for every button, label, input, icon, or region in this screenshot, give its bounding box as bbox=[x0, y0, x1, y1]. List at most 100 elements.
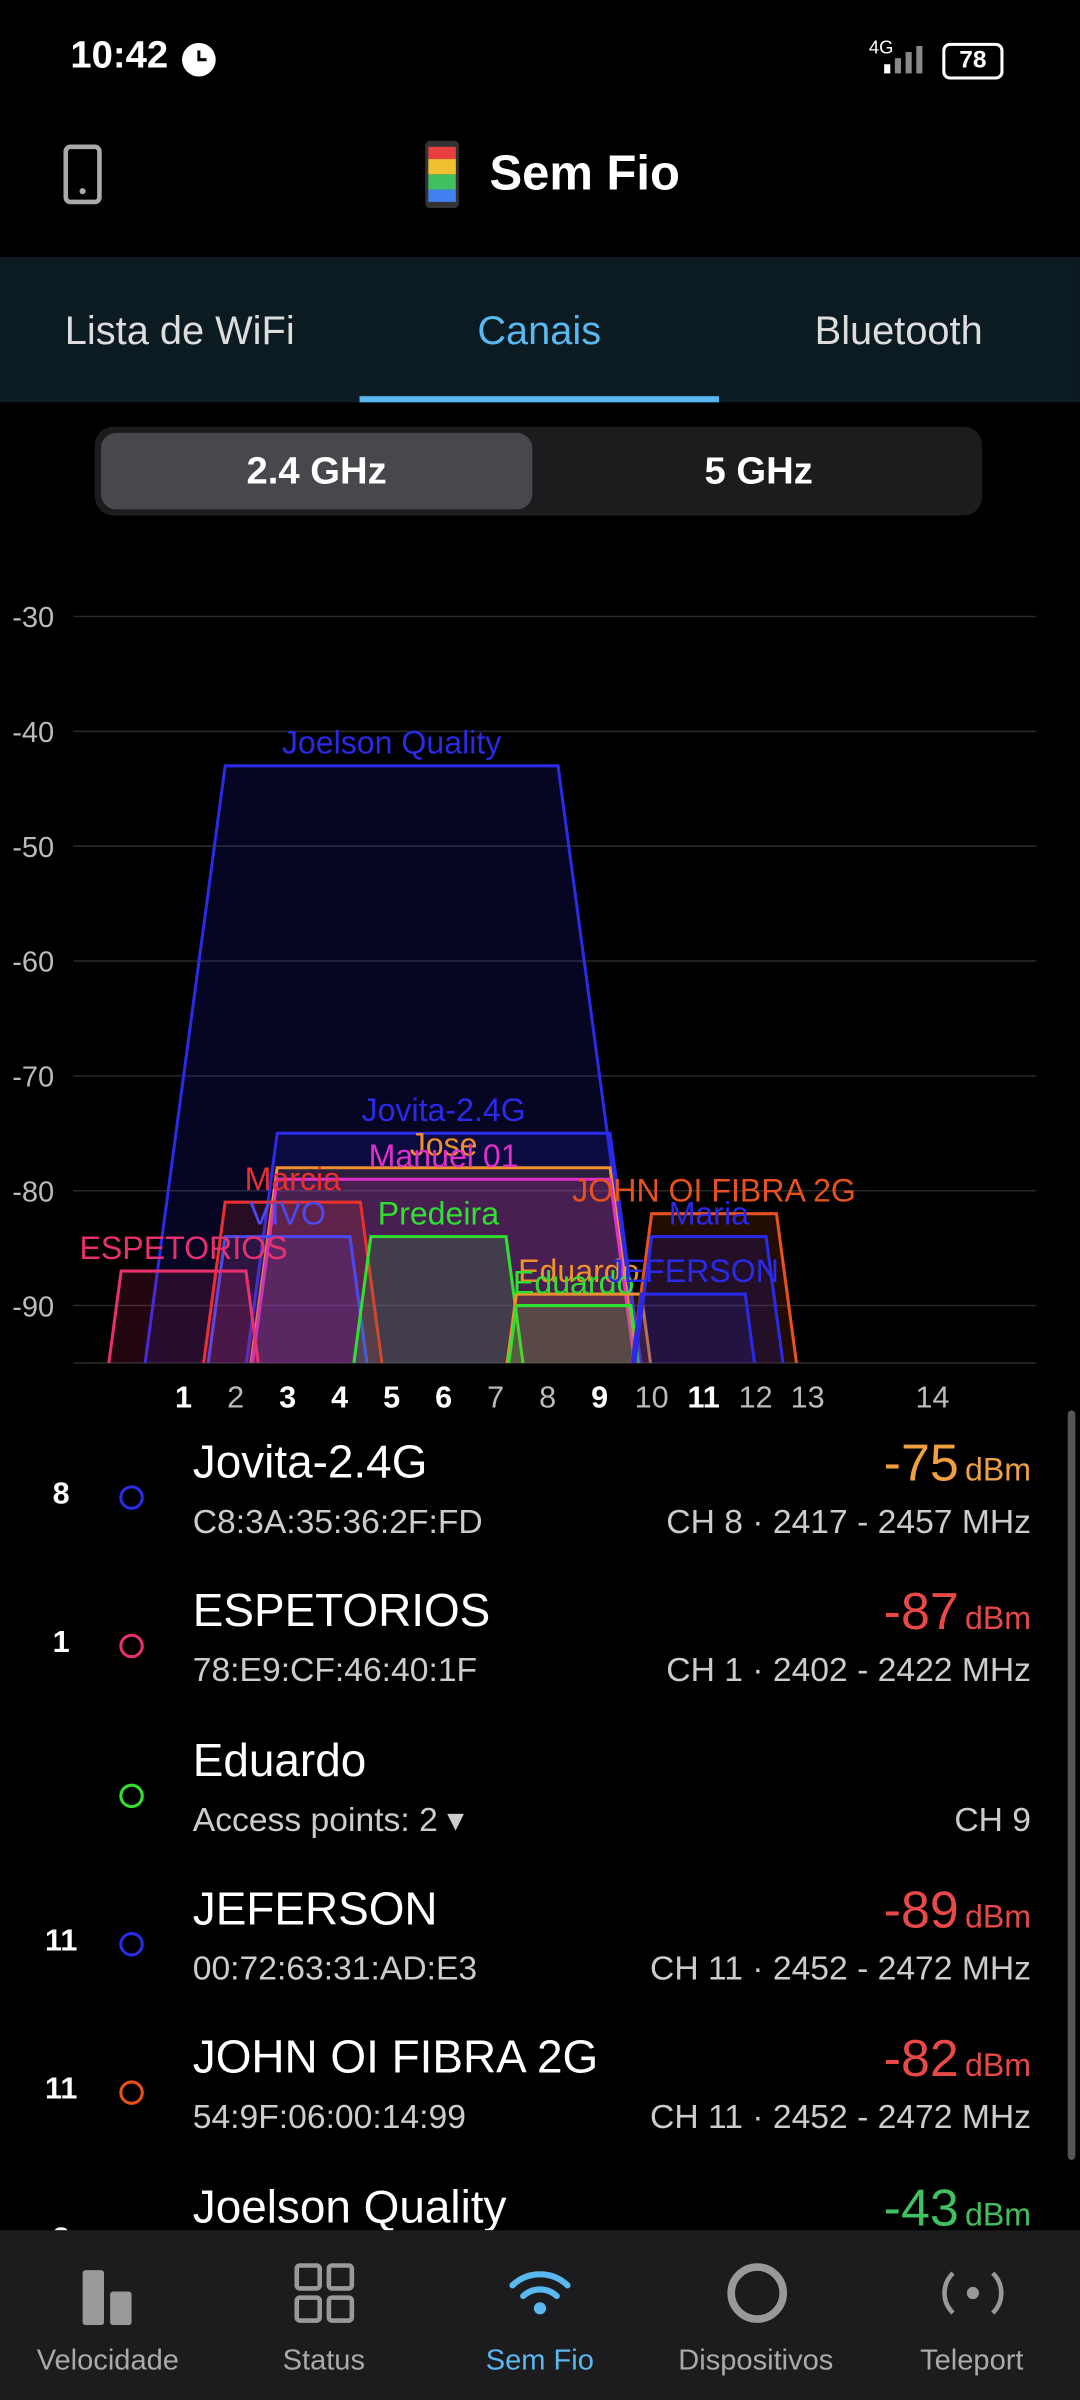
network-row[interactable]: 11 JEFERSON 00:72:63:31:AD:E3 -89 dBm CH 11 ·… bbox=[0, 1881, 1080, 2029]
network-name: Eduardo bbox=[192, 1735, 367, 1787]
tab-active[interactable]: Canais bbox=[477, 306, 602, 353]
clock-icon bbox=[182, 42, 216, 77]
network-list: 8 Jovita-2.4G C8:3A:35:36:2F:FD -75 dBm CH 8 … bbox=[0, 1410, 1080, 2231]
color-dot bbox=[119, 1783, 144, 1808]
band-option-active[interactable]: 2.4 GHz bbox=[100, 432, 533, 510]
signal: -87 dBm bbox=[884, 1584, 1031, 1644]
network-row[interactable]: 8 Jovita-2.4G C8:3A:35:36:2F:FD -75 dBm CH 8 … bbox=[0, 1435, 1080, 1583]
nav-item[interactable]: Velocidade bbox=[0, 2230, 216, 2400]
network-name: JOHN OI FIBRA 2G bbox=[192, 2033, 599, 2084]
band-option[interactable]: 5 GHz bbox=[704, 448, 813, 492]
signal-value: -82 bbox=[883, 2030, 959, 2089]
network-area bbox=[202, 1200, 384, 1364]
network-label: VIVO bbox=[249, 1195, 326, 1231]
signal-value: -87 bbox=[883, 1583, 959, 1642]
nav-item[interactable]: Teleport bbox=[864, 2230, 1080, 2400]
network-row[interactable]: 1 ESPETORIOS 78:E9:CF:46:40:1F -87 dBm CH 1 ·… bbox=[0, 1584, 1080, 1732]
signal-unit: dBm bbox=[964, 1899, 1032, 1935]
network-label: JEFERSON bbox=[608, 1253, 779, 1289]
color-dot bbox=[119, 1931, 144, 1957]
x-tick-label: 3 bbox=[279, 1380, 296, 1414]
network-row[interactable]: Eduardo Access points: 2 ▾ CH 9 bbox=[0, 1733, 1080, 1881]
tab-indicator bbox=[359, 396, 719, 403]
nav-icon bbox=[294, 2263, 355, 2323]
network-label: Maria bbox=[669, 1195, 749, 1231]
x-tick-label: 11 bbox=[687, 1380, 719, 1414]
network-area bbox=[630, 1212, 798, 1364]
channel: 3 bbox=[31, 2222, 92, 2230]
signal-unit: dBm bbox=[964, 2197, 1032, 2231]
y-tick-label: -80 bbox=[12, 1176, 54, 1208]
x-tick-label: 10 bbox=[635, 1380, 669, 1414]
network-label: Manuel 01 bbox=[369, 1138, 519, 1174]
network-area bbox=[251, 1177, 637, 1364]
network-name: Jovita-2.4G bbox=[192, 1437, 428, 1489]
signal-value: -43 bbox=[883, 2179, 959, 2231]
network-area bbox=[633, 1235, 785, 1364]
nav-label: Dispositivos bbox=[678, 2345, 834, 2378]
nav-item[interactable]: Sem Fio bbox=[432, 2230, 648, 2400]
nav-item[interactable]: Status bbox=[216, 2230, 432, 2400]
network-row[interactable]: 11 JOHN OI FIBRA 2G 54:9F:06:00:14:99 -82 dB… bbox=[0, 2030, 1080, 2178]
nav-label: Sem Fio bbox=[485, 2345, 594, 2378]
x-tick-label: 13 bbox=[791, 1380, 825, 1414]
x-tick-label: 12 bbox=[739, 1380, 773, 1414]
y-tick-label: -70 bbox=[12, 1062, 54, 1094]
channel: 11 bbox=[45, 1924, 78, 1958]
channel-band: CH 11 · 2452 - 2472 MHz bbox=[650, 2097, 1032, 2136]
color-dot bbox=[119, 2080, 144, 2106]
network-area bbox=[507, 1304, 641, 1364]
tab[interactable]: Lista de WiFi bbox=[64, 306, 295, 353]
y-tick-label: -30 bbox=[12, 602, 54, 634]
network-name: ESPETORIOS bbox=[192, 1586, 491, 1638]
channel: 11 bbox=[45, 2073, 78, 2107]
network-label: Jovita-2.4G bbox=[362, 1092, 526, 1128]
x-tick-label: 7 bbox=[487, 1380, 504, 1414]
tab-bar bbox=[0, 256, 1080, 403]
nav-icon bbox=[509, 2271, 572, 2315]
network-name: JEFERSON bbox=[192, 1884, 438, 1935]
nav-icon bbox=[82, 2270, 132, 2326]
channel-band: CH 1 · 2402 - 2422 MHz bbox=[666, 1651, 1032, 1690]
network-detail: Access points: 2 ▾ bbox=[192, 1799, 465, 1839]
network-label: ESPETORIOS bbox=[79, 1230, 287, 1266]
bottom-nav bbox=[0, 2230, 1080, 2400]
nav-icon bbox=[726, 2263, 787, 2323]
network-label: JOHN OI FIBRA 2G bbox=[572, 1172, 856, 1208]
network-label: Predeira bbox=[378, 1195, 500, 1231]
clock: 10:42 bbox=[70, 33, 169, 77]
nav-item[interactable]: Dispositivos bbox=[648, 2230, 864, 2400]
network-area bbox=[143, 764, 640, 1364]
signal-icon bbox=[884, 45, 923, 74]
network-area bbox=[630, 1292, 757, 1364]
app-logo bbox=[425, 140, 459, 209]
device-icon[interactable] bbox=[61, 144, 107, 205]
network-detail: 78:E9:CF:46:40:1F bbox=[192, 1651, 478, 1690]
nav-label: Teleport bbox=[920, 2345, 1024, 2378]
signal-unit: dBm bbox=[964, 1453, 1032, 1489]
network-label: Eduardo bbox=[518, 1253, 639, 1289]
channel-band: CH 8 · 2417 - 2457 MHz bbox=[666, 1502, 1032, 1541]
nav-icon bbox=[941, 2271, 1004, 2315]
signal: -82 dBm bbox=[884, 2030, 1031, 2090]
tab[interactable]: Bluetooth bbox=[814, 306, 983, 353]
x-tick-label: 1 bbox=[175, 1380, 192, 1414]
signal: -89 dBm bbox=[884, 1881, 1031, 1941]
channel: 8 bbox=[52, 1477, 70, 1512]
y-tick-label: -60 bbox=[12, 947, 54, 979]
network-area bbox=[107, 1269, 260, 1364]
signal: -43 dBm bbox=[884, 2179, 1031, 2230]
channel-band: CH 9 bbox=[954, 1799, 1032, 1839]
network-detail: 54:9F:06:00:14:99 bbox=[192, 2097, 466, 2136]
x-tick-label: 6 bbox=[435, 1380, 452, 1414]
x-tick-label: 8 bbox=[539, 1380, 556, 1414]
x-tick-label: 4 bbox=[331, 1380, 348, 1414]
x-tick-label: 14 bbox=[915, 1380, 949, 1414]
signal-unit: dBm bbox=[964, 1602, 1032, 1638]
signal: -75 dBm bbox=[884, 1435, 1031, 1495]
network-type: 4G bbox=[868, 36, 894, 59]
network-label: Jose bbox=[410, 1126, 478, 1162]
y-tick-label: -50 bbox=[12, 832, 54, 864]
